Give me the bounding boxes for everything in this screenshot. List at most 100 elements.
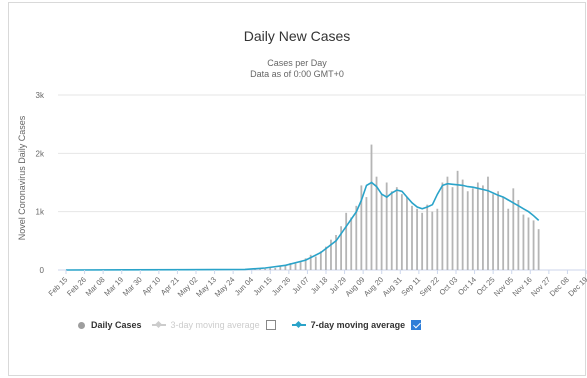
legend-7day-average[interactable]: 7-day moving average	[291, 320, 428, 330]
bar-daily-cases	[502, 197, 505, 270]
bar-daily-cases	[264, 268, 267, 270]
x-tick-label: Apr 10	[140, 275, 162, 297]
legend-3day-symbol	[151, 324, 166, 326]
bar-daily-cases	[441, 182, 444, 270]
bar-daily-cases	[289, 263, 292, 270]
x-tick-label: Mar 08	[84, 275, 107, 298]
x-tick-label: Mar 19	[102, 275, 125, 298]
bar-daily-cases	[330, 239, 332, 270]
legend-3day-label: 3-day moving average	[170, 320, 260, 330]
bar-daily-cases	[309, 254, 312, 270]
bar-daily-cases	[446, 176, 449, 270]
bar-daily-cases	[370, 144, 373, 270]
x-tick-label: Aug 09	[343, 275, 366, 298]
bar-daily-cases	[527, 217, 530, 270]
x-tick-label: Mar 30	[121, 275, 144, 298]
bar-daily-cases	[537, 229, 540, 270]
bar-daily-cases	[350, 217, 353, 270]
x-tick-label: Oct 03	[437, 275, 459, 297]
y-tick-label: 1k	[36, 208, 45, 217]
bar-daily-cases	[482, 185, 484, 270]
bar-daily-cases	[360, 185, 363, 270]
bar-daily-cases	[426, 204, 429, 270]
bar-daily-cases	[456, 170, 459, 270]
bar-daily-cases	[319, 251, 322, 270]
legend-daily-cases[interactable]: Daily Cases	[78, 320, 142, 330]
bar-daily-cases	[406, 197, 408, 270]
x-tick-label: Dec 08	[548, 275, 571, 298]
bar-daily-cases	[431, 211, 434, 270]
bar-daily-cases	[436, 208, 439, 270]
bar-daily-cases	[466, 191, 469, 270]
bar-daily-cases	[497, 191, 500, 270]
bar-daily-cases	[476, 182, 479, 270]
bar-daily-cases	[451, 187, 454, 270]
legend-3day-average[interactable]: 3-day moving average	[151, 320, 282, 330]
subtitle-line-2: Data as of 0:00 GMT+0	[250, 69, 344, 79]
y-tick-label: 2k	[36, 149, 45, 158]
legend-7day-label: 7-day moving average	[310, 320, 406, 330]
bar-daily-cases	[254, 269, 256, 270]
bar-daily-cases	[492, 194, 494, 270]
bar-daily-cases	[345, 212, 348, 270]
chart-frame	[8, 2, 586, 376]
bar-daily-cases	[522, 214, 525, 270]
x-tick-label: Oct 14	[456, 275, 478, 297]
bar-daily-cases	[299, 261, 302, 270]
x-tick-label: Nov 05	[492, 275, 515, 298]
x-tick-label: Jun 04	[233, 275, 255, 297]
bar-daily-cases	[395, 187, 398, 270]
bar-daily-cases	[259, 268, 261, 270]
legend-7day-symbol	[291, 324, 306, 326]
x-tick-label: May 24	[213, 275, 237, 299]
bar-daily-cases	[279, 266, 282, 270]
x-tick-label: Jun 26	[270, 275, 292, 297]
bar-daily-cases	[487, 176, 489, 270]
x-tick-label: Dec 19	[566, 275, 587, 298]
x-tick-label: Jul 07	[290, 275, 311, 296]
bar-daily-cases	[274, 267, 277, 270]
bar-daily-cases	[532, 220, 535, 270]
x-tick-label: Nov 27	[529, 275, 552, 298]
bar-daily-cases	[385, 182, 388, 270]
bar-daily-cases	[355, 205, 358, 270]
bar-daily-cases	[314, 256, 317, 270]
bar-daily-cases	[380, 194, 383, 270]
y-tick-label: 3k	[36, 91, 45, 100]
bar-daily-cases	[421, 212, 424, 270]
bar-daily-cases	[375, 176, 378, 270]
x-tick-label: Aug 20	[362, 275, 385, 298]
bar-daily-cases	[340, 226, 342, 270]
legend-daily-cases-label: Daily Cases	[91, 320, 142, 330]
x-tick-label: Aug 31	[381, 275, 404, 298]
bar-daily-cases	[416, 208, 418, 270]
x-tick-label: Sep 22	[418, 275, 441, 298]
x-tick-label: Feb 15	[47, 275, 70, 298]
legend-3day-checkbox[interactable]	[265, 320, 276, 330]
chart-subtitle: Cases per Day Data as of 0:00 GMT+0	[8, 58, 586, 80]
bar-daily-cases	[507, 208, 510, 270]
bar-daily-cases	[325, 246, 327, 270]
bar-daily-cases	[411, 205, 413, 270]
x-tick-label: Jul 18	[309, 275, 330, 296]
y-tick-label: 0	[40, 266, 45, 275]
x-tick-label: Feb 26	[65, 275, 88, 298]
x-tick-label: Jun 15	[251, 275, 273, 297]
legend-7day-checkbox[interactable]	[411, 320, 422, 330]
bar-daily-cases	[284, 265, 287, 270]
subtitle-line-1: Cases per Day	[267, 58, 327, 68]
bar-daily-cases	[390, 191, 393, 270]
bar-daily-cases	[461, 179, 464, 270]
bar-daily-cases	[335, 235, 337, 270]
legend: Daily Cases 3-day moving average 7-day m…	[78, 320, 437, 330]
bar-daily-cases	[400, 194, 403, 270]
bar-daily-cases	[269, 267, 272, 270]
bar-daily-cases	[294, 263, 297, 270]
bar-daily-cases	[365, 197, 368, 270]
bar-daily-cases	[304, 258, 307, 270]
bar-daily-cases	[517, 200, 520, 270]
x-tick-label: Nov 16	[511, 275, 534, 298]
bar-daily-cases	[471, 188, 474, 270]
bar-daily-cases	[512, 188, 515, 270]
